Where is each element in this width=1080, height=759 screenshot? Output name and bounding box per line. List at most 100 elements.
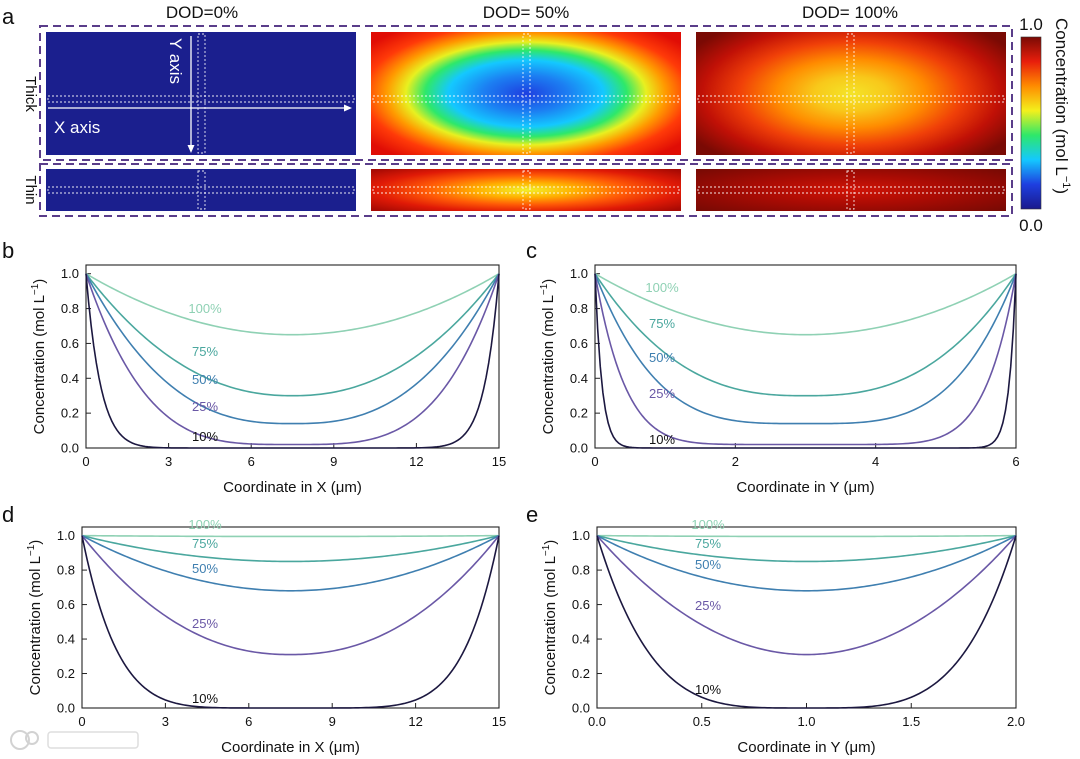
series-label-100pct: 100% <box>691 517 725 532</box>
series-line-25pct <box>596 535 1017 656</box>
heatmap-thin-dod-0 <box>46 169 356 211</box>
series-label-50pct: 50% <box>192 372 218 387</box>
series-label-10pct: 10% <box>695 682 721 697</box>
watermark-logo <box>8 726 148 754</box>
series-label-75pct: 75% <box>192 536 218 551</box>
heatmap-thick-dod-0 <box>46 32 356 155</box>
y-tick-label: 0.8 <box>572 563 590 578</box>
x-axis-title: Coordinate in Y (μm) <box>736 479 874 496</box>
y-axis-title: Concentration (mol L−1) <box>30 279 48 435</box>
y-tick-label: 0.6 <box>572 597 590 612</box>
x-axis-title: Coordinate in X (μm) <box>223 479 362 496</box>
x-tick-label: 9 <box>329 714 336 729</box>
series-line-100pct <box>85 273 500 336</box>
panel-letter-c: c <box>526 238 537 263</box>
x-tick-label: 0 <box>82 454 89 469</box>
thin-row-frame <box>39 163 1013 217</box>
x-tick-label: 3 <box>165 454 172 469</box>
cut-line-markers <box>47 33 1005 210</box>
y-tick-label: 0.6 <box>57 597 75 612</box>
series-line-50pct <box>596 534 1017 592</box>
y-tick-label: 0.0 <box>61 441 79 456</box>
colorbar-min: 0.0 <box>1019 216 1043 235</box>
series-label-10pct: 10% <box>192 429 218 444</box>
x-tick-label: 6 <box>245 714 252 729</box>
series-label-25pct: 25% <box>649 386 675 401</box>
series-label-100pct: 100% <box>188 301 222 316</box>
series-label-75pct: 75% <box>649 316 675 331</box>
series-label-75pct: 75% <box>192 344 218 359</box>
x-tick-label: 2 <box>732 454 739 469</box>
panel-letter-d: d <box>2 502 14 527</box>
plot-frame <box>85 264 500 449</box>
series-label-100pct: 100% <box>188 517 222 532</box>
chart-panel-d: d 0 3 6 9 12 15 0.0 0.2 0.4 0.6 0.8 1.0 Coordinate in… <box>2 502 506 756</box>
x-tick-label: 15 <box>492 714 506 729</box>
x-tick-label: 6 <box>1012 454 1019 469</box>
x-tick-label: 6 <box>248 454 255 469</box>
x-axis-title: Coordinate in Y (μm) <box>737 739 875 756</box>
series-label-50pct: 50% <box>192 561 218 576</box>
y-tick-label: 0.8 <box>570 301 588 316</box>
chart-panel-c: c 0 2 4 6 0.0 0.2 0.4 0.6 0.8 1.0 Coordinate in Y (… <box>526 238 1020 496</box>
y-tick-label: 0.2 <box>570 406 588 421</box>
y-tick-label: 0.2 <box>572 666 590 681</box>
chart-panel-b: b 0 3 6 9 12 15 0.0 0.2 0.4 0.6 0.8 1.0 Coordinate in… <box>2 238 506 496</box>
y-tick-label: 0.8 <box>61 301 79 316</box>
series-line-10pct <box>85 273 500 449</box>
series-line-75pct <box>81 534 500 563</box>
x-tick-label: 0 <box>591 454 598 469</box>
colorbar-max: 1.0 <box>1019 15 1043 34</box>
y-tick-label: 0.4 <box>57 632 75 647</box>
column-title-dod-0: DOD=0% <box>166 3 238 22</box>
y-tick-label: 0.4 <box>570 371 588 386</box>
series-label-100pct: 100% <box>645 280 679 295</box>
plot-frame <box>81 526 500 709</box>
y-tick-label: 0.8 <box>57 563 75 578</box>
y-tick-label: 0.0 <box>57 701 75 716</box>
x-tick-label: 0 <box>78 714 85 729</box>
y-axis-title: Concentration (mol L−1) <box>539 279 557 435</box>
axis-arrows <box>48 36 352 153</box>
x-tick-label: 12 <box>408 714 422 729</box>
column-title-dod-50: DOD= 50% <box>483 3 569 22</box>
x-tick-label: 12 <box>409 454 423 469</box>
series-line-25pct <box>81 535 500 656</box>
y-axis-title: Concentration (mol L−1) <box>26 540 44 696</box>
y-tick-label: 0.4 <box>61 371 79 386</box>
series-label-10pct: 10% <box>192 691 218 706</box>
x-axis-label: X axis <box>54 118 100 137</box>
series-line-50pct <box>81 534 500 592</box>
series-line-10pct <box>81 535 500 709</box>
series-line-100pct <box>594 273 1017 336</box>
x-tick-label: 0.5 <box>693 714 711 729</box>
series-line-25pct <box>594 273 1017 446</box>
x-tick-label: 2.0 <box>1007 714 1025 729</box>
heatmap-thick-dod-50 <box>371 32 681 155</box>
y-axis-label: Y axis <box>166 38 185 84</box>
y-tick-label: 0.4 <box>572 632 590 647</box>
series-line-25pct <box>85 273 500 446</box>
x-tick-label: 1.5 <box>902 714 920 729</box>
series-label-10pct: 10% <box>649 432 675 447</box>
series-label-50pct: 50% <box>649 350 675 365</box>
thick-row-frame <box>39 25 1013 161</box>
heatmap-thin-dod-50 <box>371 169 681 211</box>
chart-panel-e: e 0.0 0.5 1.0 1.5 2.0 0.0 0.2 0.4 0.6 0.8 1.0 Coordi… <box>526 502 1025 756</box>
series-line-75pct <box>85 273 500 397</box>
series-line-100pct <box>596 534 1017 538</box>
panel-letter-b: b <box>2 238 14 263</box>
series-line-50pct <box>594 273 1017 425</box>
x-tick-label: 15 <box>492 454 506 469</box>
series-label-25pct: 25% <box>695 598 721 613</box>
y-tick-label: 0.2 <box>61 406 79 421</box>
y-tick-label: 0.0 <box>572 701 590 716</box>
x-axis-title: Coordinate in X (μm) <box>221 739 360 756</box>
series-line-75pct <box>596 534 1017 563</box>
x-tick-label: 3 <box>162 714 169 729</box>
y-tick-label: 1.0 <box>57 528 75 543</box>
panel-letter-e: e <box>526 502 538 527</box>
series-line-10pct <box>594 273 1017 449</box>
series-label-25pct: 25% <box>192 616 218 631</box>
y-tick-label: 0.0 <box>570 441 588 456</box>
